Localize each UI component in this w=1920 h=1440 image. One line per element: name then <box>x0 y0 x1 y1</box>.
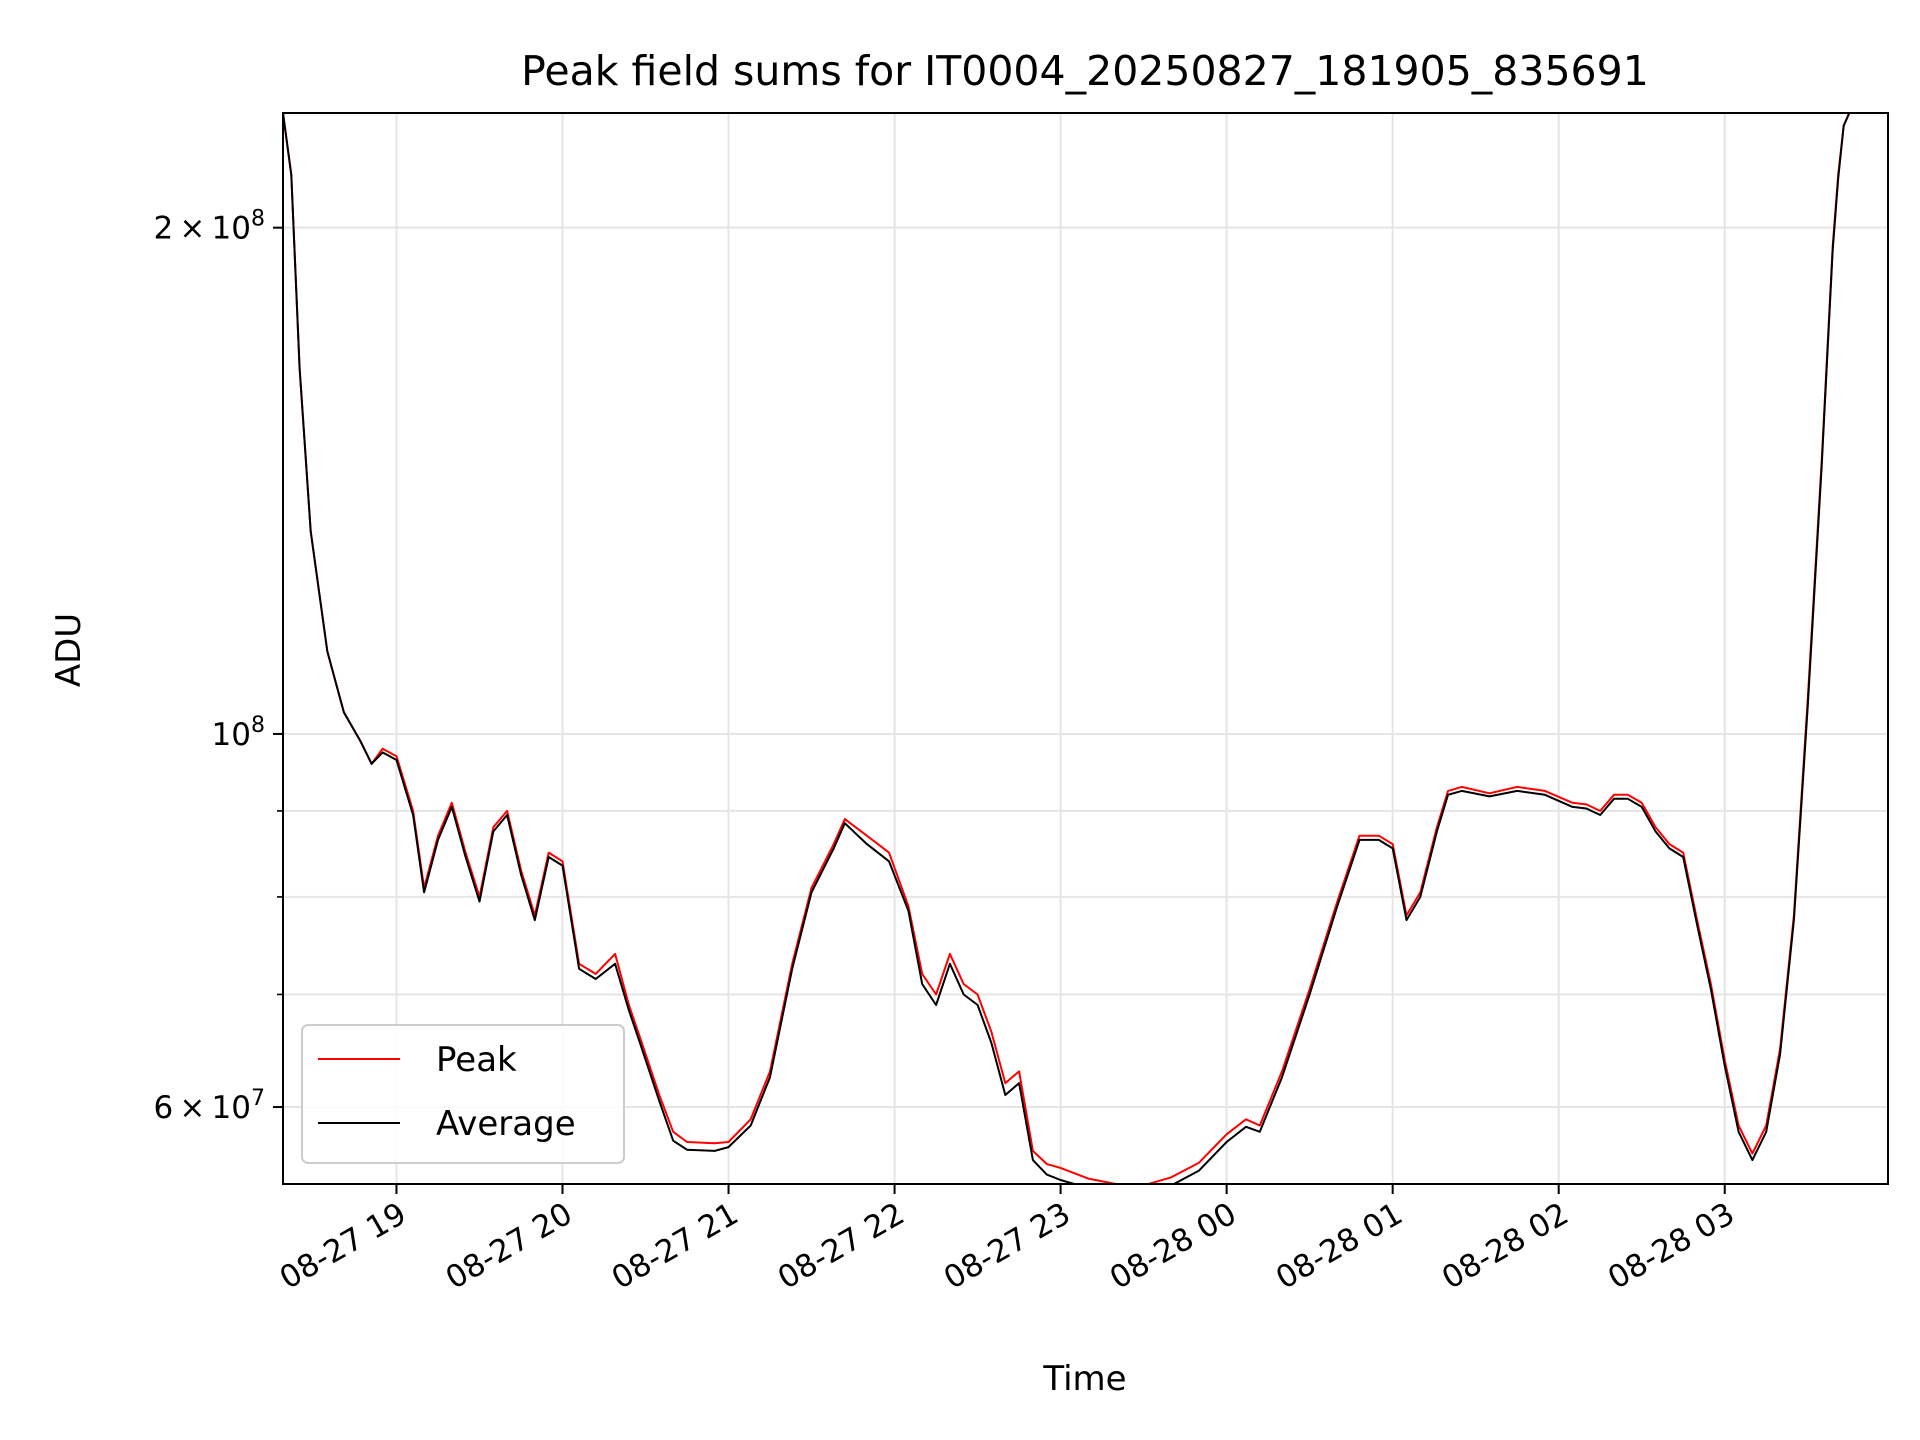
series-line-average <box>283 113 1851 1184</box>
series-line-peak <box>283 113 1851 1184</box>
y-tick-label: 108 <box>212 713 265 753</box>
plot-frame <box>282 112 1889 1185</box>
y-axis-title: ADU <box>49 613 89 687</box>
grid <box>283 113 1888 1184</box>
legend-label-average: Average <box>436 1104 576 1144</box>
y-tick-label: 6 × 107 <box>153 1086 265 1126</box>
x-axis-title: Time <box>1042 1359 1126 1399</box>
chart-title: Peak field sums for IT0004_20250827_1819… <box>521 47 1649 95</box>
y-axis: 6 × 107 108 2 × 108 <box>153 207 283 1126</box>
legend: Peak Average <box>301 1024 625 1164</box>
legend-label-peak: Peak <box>436 1040 517 1080</box>
y-tick-label: 2 × 108 <box>153 207 265 247</box>
series-group <box>283 113 1851 1184</box>
